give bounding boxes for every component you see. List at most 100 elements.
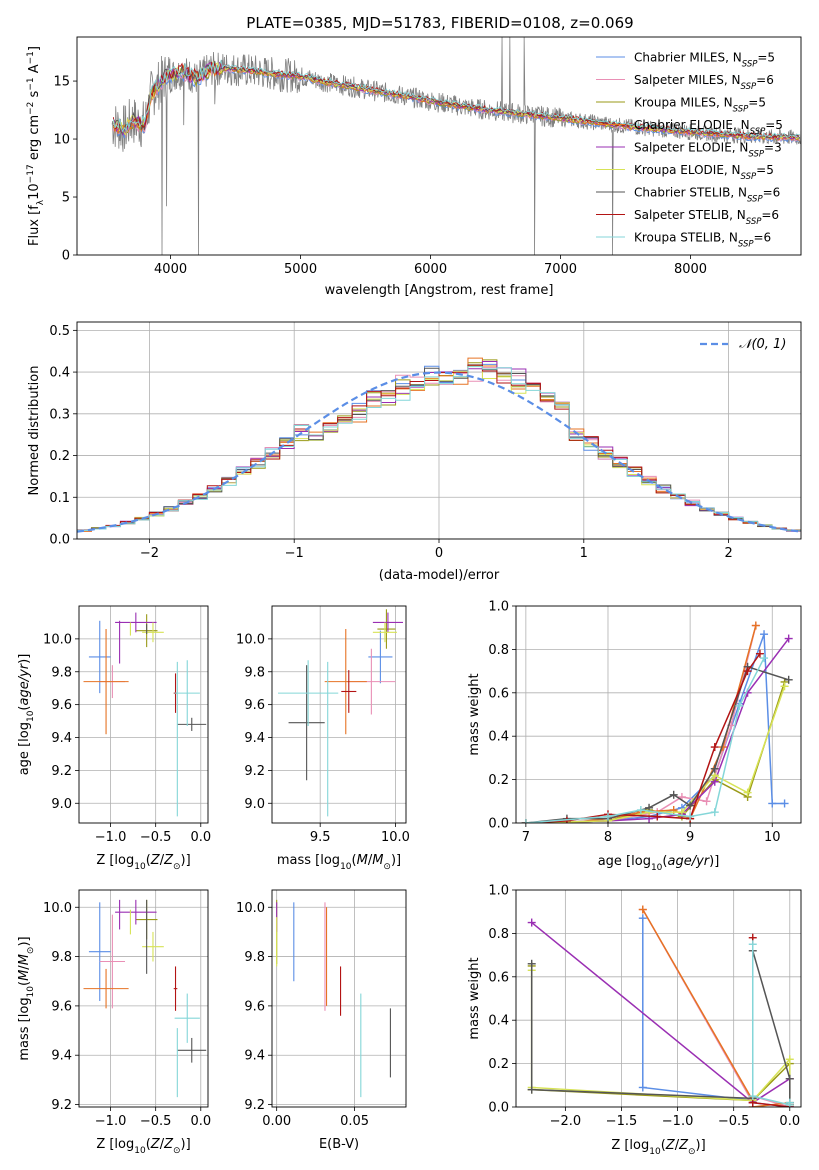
x-tick-label: −1.0 <box>95 1114 127 1129</box>
label-part: )] <box>17 936 32 946</box>
figure-title: PLATE=0385, MJD=51783, FIBERID=0108, z=0… <box>246 14 633 32</box>
x-tick-label: 5000 <box>284 262 317 277</box>
legend-tail: =6 <box>761 208 779 222</box>
label-part: )] <box>17 654 32 664</box>
label-part: 10 <box>649 1147 661 1157</box>
label-part: ( <box>661 1138 666 1153</box>
legend-tail: =3 <box>764 141 782 155</box>
label-part: 10 <box>26 986 36 998</box>
y-tick-label: 0.6 <box>488 686 509 701</box>
label-part: )] <box>181 853 191 868</box>
y-axis-label: mass weight <box>467 957 482 1039</box>
legend-label: Salpeter STELIB, NSSP=6 <box>634 208 779 227</box>
y-tick-label: 9.2 <box>244 764 265 779</box>
y-tick-label: 0.2 <box>488 773 509 788</box>
y-tick-label: 9.4 <box>244 731 265 746</box>
legend-sub: SSP <box>741 172 757 182</box>
label-part: −1 <box>26 51 36 64</box>
legend-label: Chabrier ELODIE, NSSP=5 <box>634 118 783 137</box>
label-part: age [log <box>598 854 651 869</box>
x-axis-label: (data-model)/error <box>379 568 500 583</box>
y-tick-label: 0.2 <box>488 1057 509 1072</box>
y-tick-label: 9.8 <box>244 950 265 965</box>
plot-area <box>79 890 208 1107</box>
series-line-kroupa-stelib <box>525 657 765 823</box>
legend-tail: =6 <box>756 73 774 87</box>
plot-area <box>77 322 801 539</box>
legend-text: Salpeter STELIB, N <box>634 208 746 222</box>
y-tick-label: 9.8 <box>244 665 265 680</box>
label-part: )] <box>391 853 401 868</box>
axes-frame <box>271 889 407 1108</box>
axes: 0.00 0.05 9.2 9.4 9.6 9.8 10.0 <box>236 901 369 1129</box>
x-tick-label: −0.5 <box>718 1114 750 1129</box>
y-axis-label: age [log10(age/yr)] <box>17 654 36 776</box>
legend-label: Salpeter ELODIE, NSSP=3 <box>634 141 782 160</box>
mass-vs-ebv-panel: 0.00 0.05 9.2 9.4 9.6 9.8 10.0 E(B-V) <box>236 889 407 1152</box>
label-part: Flux [f <box>27 205 42 246</box>
y-tick-label: 9.2 <box>51 1098 72 1113</box>
y-tick-label: 0.0 <box>488 817 509 832</box>
label-part: ⊙ <box>173 1146 181 1156</box>
legend-sub: SSP <box>742 60 758 70</box>
legend-sub: SSP <box>741 82 757 92</box>
y-tick-label: 0.4 <box>49 366 70 381</box>
x-tick-label: 9.5 <box>310 830 331 845</box>
series-line-salpeter-miles <box>525 625 757 823</box>
y-tick-label: 9.2 <box>51 764 72 779</box>
axes-frame <box>515 889 802 1108</box>
y-tick-label: 0.5 <box>49 324 70 339</box>
legend-label: Kroupa STELIB, NSSP=6 <box>634 231 771 250</box>
label-part: age/yr <box>667 854 710 869</box>
axis-labels: age [log10(age/yr)] mass weight <box>467 673 719 873</box>
legend-label: 𝒩(0, 1) <box>739 337 786 352</box>
y-tick-label: 0.3 <box>49 407 70 422</box>
label-part: −1 <box>26 77 36 90</box>
x-tick-label: 6000 <box>414 262 447 277</box>
legend-sub: SSP <box>738 240 754 250</box>
series-line-kroupa-elodie <box>530 970 791 1105</box>
y-tick-label: 0.2 <box>49 449 70 464</box>
label-part: 10 <box>134 1146 146 1156</box>
x-axis-label: Z [log10(Z/Z⊙)] <box>96 1137 190 1156</box>
series-line-chabrier-elodie <box>642 909 791 1107</box>
legend: 𝒩(0, 1) <box>700 337 786 352</box>
y-tick-label: 0.1 <box>49 491 70 506</box>
legend-text: Chabrier ELODIE, N <box>634 118 750 132</box>
x-tick-label: 9 <box>686 830 694 845</box>
label-part: ⊙ <box>26 947 36 955</box>
y-tick-label: 1.0 <box>488 884 509 899</box>
label-part: erg cm <box>27 115 42 164</box>
x-axis-label: wavelength [Angstrom, rest frame] <box>325 283 554 298</box>
legend-label: Kroupa MILES, NSSP=5 <box>634 96 766 115</box>
y-tick-label: 0.8 <box>488 927 509 942</box>
label-part: 10 <box>651 863 663 873</box>
label-part: M <box>357 853 368 868</box>
legend-label: Chabrier MILES, NSSP=5 <box>634 51 775 70</box>
label-part: / <box>368 853 373 868</box>
x-axis-label: Z [log10(Z/Z⊙)] <box>96 853 190 872</box>
y-tick-label: 9.4 <box>51 1049 72 1064</box>
series-line-kroupa-miles <box>525 681 786 823</box>
plot-area <box>272 890 406 1107</box>
axes-frame <box>78 889 209 1108</box>
label-part: A <box>27 64 42 77</box>
plot-area <box>111 37 801 255</box>
x-tick-label: −1.0 <box>662 1114 694 1129</box>
label-part: / <box>675 1138 680 1153</box>
x-tick-label: 8 <box>604 830 612 845</box>
x-tick-label: 0.00 <box>262 1114 291 1129</box>
x-tick-label: −1 <box>285 546 304 561</box>
x-tick-label: 7000 <box>544 262 577 277</box>
y-tick-label: 9.0 <box>244 797 265 812</box>
x-axis-label: mass [log10(M/M⊙)] <box>277 853 401 872</box>
legend-tail: =5 <box>757 51 775 65</box>
series-line-chabrier-stelib <box>530 950 791 1103</box>
x-tick-label: 7 <box>522 830 530 845</box>
y-axis-label: Flux [fλ10−17 erg cm−2 s−1 A−1] <box>26 46 46 246</box>
y-tick-label: 0.4 <box>488 730 509 745</box>
legend-text: Kroupa MILES, N <box>634 96 733 110</box>
label-part: Z [log <box>96 1137 134 1152</box>
